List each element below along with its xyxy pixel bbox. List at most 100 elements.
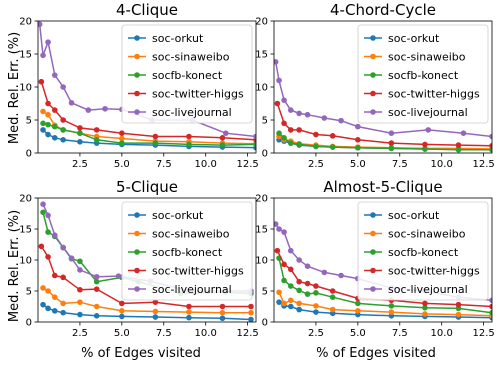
- x-tick-label: 5.0: [114, 328, 130, 339]
- data-point-socfb-konect: [422, 146, 428, 152]
- data-point-soc-livejournal: [296, 257, 302, 263]
- data-point-socfb-konect: [388, 303, 395, 309]
- legend-marker-soc-orkut: [134, 212, 140, 218]
- data-point-soc-sinaweibo: [388, 309, 395, 315]
- legend-label-socfb-konect: socfb-konect: [388, 69, 459, 82]
- chart-4-chord-cycle: 4-Chord-Cycle 2.5 5.0 7.5 10.0 12.5 0 5 10 15 20 so…: [255, 1, 494, 170]
- x-tick-label: 5.0: [114, 159, 130, 170]
- legend: soc-orkut soc-sinaweibo socfb-konect soc-tw…: [357, 201, 489, 301]
- data-point-soc-livejournal: [425, 127, 432, 133]
- legend-marker-soc-livejournal: [370, 109, 376, 115]
- x-tick-label: 2.5: [72, 328, 88, 339]
- data-point-soc-twitter-higgs: [388, 140, 395, 146]
- data-point-soc-twitter-higgs: [219, 303, 226, 310]
- legend-label-soc-twitter-higgs: soc-twitter-higgs: [152, 88, 244, 101]
- data-point-soc-twitter-higgs: [51, 107, 58, 113]
- legend-label-soc-livejournal: soc-livejournal: [388, 283, 468, 296]
- data-point-soc-livejournal: [223, 130, 229, 136]
- data-point-soc-sinaweibo: [313, 303, 319, 309]
- y-axis-label-top: Med. Rel. Err. (%): [7, 32, 22, 144]
- data-point-socfb-konect: [313, 143, 319, 150]
- data-point-soc-livejournal: [281, 229, 287, 235]
- data-point-socfb-konect: [287, 140, 294, 146]
- legend-marker-soc-sinaweibo: [134, 53, 140, 60]
- data-point-soc-sinaweibo: [77, 299, 83, 305]
- legend-label-soc-twitter-higgs: soc-twitter-higgs: [152, 265, 244, 278]
- data-point-socfb-konect: [60, 127, 66, 133]
- y-tick-label: 20: [255, 17, 268, 28]
- data-point-soc-sinaweibo: [422, 311, 428, 317]
- series-group: [274, 59, 492, 153]
- data-point-socfb-konect: [304, 291, 311, 297]
- data-point-soc-livejournal: [281, 97, 287, 103]
- data-point-socfb-konect: [489, 309, 492, 316]
- data-point-soc-sinaweibo: [45, 111, 51, 118]
- data-point-soc-orkut: [40, 301, 46, 308]
- chart-title: Almost-5-Clique: [323, 178, 442, 196]
- y-tick-label: 20: [19, 194, 32, 205]
- data-point-soc-twitter-higgs: [51, 272, 58, 279]
- y-tick-label: 15: [255, 225, 268, 236]
- data-point-soc-livejournal: [338, 117, 344, 124]
- data-point-soc-twitter-higgs: [274, 247, 281, 254]
- data-point-soc-livejournal: [276, 77, 282, 84]
- chart-title: 4-Clique: [116, 1, 178, 19]
- data-point-socfb-konect: [296, 141, 302, 148]
- data-point-soc-orkut: [60, 137, 66, 143]
- data-point-soc-sinaweibo: [40, 285, 46, 291]
- data-point-soc-livejournal: [38, 21, 43, 28]
- y-tick-label: 15: [255, 50, 268, 61]
- y-tick-label: 10: [255, 256, 268, 267]
- legend-label-soc-sinaweibo: soc-sinaweibo: [388, 228, 466, 241]
- data-point-soc-twitter-higgs: [296, 278, 302, 285]
- data-point-socfb-konect: [253, 141, 256, 148]
- data-point-soc-livejournal: [68, 255, 75, 261]
- y-tick-label: 0: [262, 318, 268, 329]
- data-point-socfb-konect: [455, 146, 462, 153]
- y-tick-label: 10: [19, 83, 32, 94]
- data-point-socfb-konect: [281, 277, 287, 284]
- data-point-soc-livejournal: [304, 263, 311, 270]
- x-tick-label: 10.0: [431, 328, 453, 339]
- data-point-socfb-konect: [45, 121, 51, 128]
- data-point-soc-twitter-higgs: [281, 120, 287, 127]
- x-tick-label: 2.5: [72, 159, 88, 170]
- chart-title: 4-Chord-Cycle: [330, 1, 436, 19]
- data-point-soc-orkut: [51, 308, 58, 314]
- chart-5-clique: 5-Clique 2.5 5.0 7.5 10.0 12.5 0 5 10 15 20 soc-ork…: [19, 178, 258, 339]
- data-point-soc-twitter-higgs: [281, 261, 287, 268]
- data-point-socfb-konect: [51, 123, 58, 130]
- data-point-socfb-konect: [219, 142, 226, 148]
- data-point-soc-twitter-higgs: [152, 133, 159, 140]
- data-point-soc-sinaweibo: [296, 300, 302, 307]
- data-point-soc-twitter-higgs: [38, 78, 45, 85]
- data-point-soc-orkut: [219, 315, 226, 322]
- data-point-soc-twitter-higgs: [152, 299, 159, 305]
- data-point-soc-sinaweibo: [248, 309, 254, 316]
- data-point-soc-twitter-higgs: [489, 303, 492, 310]
- legend-marker-soc-orkut: [134, 35, 140, 41]
- data-point-soc-orkut: [186, 314, 192, 321]
- legend-marker-socfb-konect: [370, 72, 376, 78]
- data-point-soc-livejournal: [51, 72, 58, 78]
- data-point-soc-orkut: [51, 135, 58, 141]
- data-point-soc-sinaweibo: [40, 108, 46, 115]
- y-tick-label: 0: [26, 318, 32, 329]
- legend-label-soc-sinaweibo: soc-sinaweibo: [152, 51, 230, 64]
- data-point-soc-twitter-higgs: [296, 127, 302, 133]
- data-point-soc-livejournal: [460, 130, 467, 136]
- data-point-soc-twitter-higgs: [304, 280, 311, 287]
- data-point-soc-twitter-higgs: [186, 133, 192, 140]
- data-point-soc-sinaweibo: [355, 308, 361, 314]
- data-point-soc-livejournal: [102, 105, 108, 112]
- legend-label-socfb-konect: socfb-konect: [152, 246, 223, 259]
- legend-box: [357, 24, 489, 124]
- data-point-soc-orkut: [119, 313, 125, 320]
- data-point-soc-orkut: [60, 309, 66, 316]
- data-point-soc-twitter-higgs: [455, 301, 462, 308]
- data-point-socfb-konect: [355, 300, 361, 307]
- legend-marker-socfb-konect: [134, 249, 140, 255]
- y-tick-label: 0: [262, 149, 268, 160]
- legend-label-soc-twitter-higgs: soc-twitter-higgs: [388, 88, 480, 101]
- data-point-socfb-konect: [119, 140, 125, 146]
